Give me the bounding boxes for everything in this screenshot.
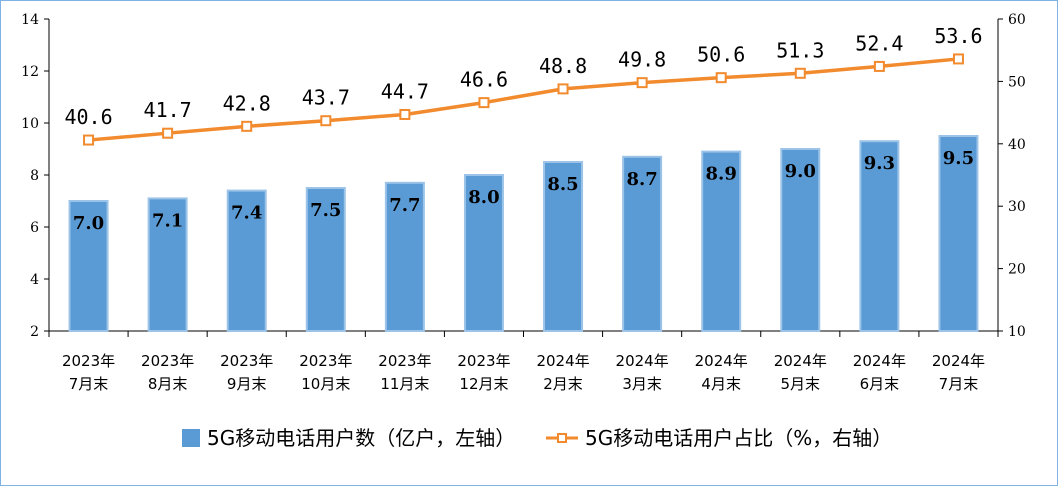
x-tick-label-month: 4月末: [701, 375, 741, 393]
line-point: [794, 67, 806, 79]
x-tick-label-year: 2024年: [853, 352, 906, 370]
line-data-label: 53.6: [934, 24, 982, 48]
line-series: [83, 53, 964, 146]
line-data-label: 41.7: [144, 98, 192, 122]
x-tick-label-month: 12月末: [459, 375, 508, 393]
line-point: [399, 108, 411, 120]
line-point: [873, 60, 885, 72]
bar-data-label: 8.7: [626, 169, 657, 190]
x-tick-label-year: 2023年: [220, 352, 273, 370]
line-point: [83, 134, 95, 146]
line-data-label: 48.8: [539, 54, 587, 78]
bar-data-label: 9.0: [785, 161, 816, 182]
line-point: [557, 83, 569, 95]
bar: [463, 174, 504, 332]
x-tick-label-year: 2024年: [695, 352, 748, 370]
bar: [305, 187, 346, 332]
line-path: [88, 57, 959, 142]
bar-data-label: 7.7: [389, 195, 420, 216]
data-labels: 7.0 7.1 7.4 7.5 7.7 8.0 8.5 8.7 8.9 9.0 9.3 9.5 40.6…: [64, 24, 982, 234]
left-tick-label: 2: [30, 324, 39, 340]
x-tick-label-year: 2024年: [616, 352, 669, 370]
bar: [859, 140, 900, 332]
x-tick-label-month: 5月末: [781, 375, 821, 393]
line-point: [952, 53, 964, 65]
right-tick-label: 60: [1008, 12, 1026, 28]
right-tick-label: 20: [1008, 262, 1026, 278]
right-tick-label: 50: [1008, 74, 1026, 90]
legend-line-marker: [557, 433, 567, 443]
bar: [622, 155, 663, 332]
line-data-label: 51.3: [776, 38, 824, 62]
x-tick-label-month: 6月末: [860, 375, 900, 393]
bar: [147, 197, 188, 332]
x-tick-label-year: 2024年: [536, 352, 589, 370]
right-tick-label: 10: [1008, 324, 1026, 340]
left-tick-label: 6: [30, 220, 39, 236]
left-tick-label: 8: [30, 168, 39, 184]
bar: [938, 135, 979, 332]
line-point: [320, 115, 332, 127]
right-tick-label: 30: [1008, 199, 1026, 215]
line-data-label: 52.4: [855, 31, 903, 55]
bar-data-label: 9.5: [943, 148, 974, 169]
line-point: [162, 127, 174, 139]
bar-data-label: 7.1: [152, 210, 183, 231]
line-point: [241, 120, 253, 132]
bar-series: [68, 135, 979, 332]
bar-data-label: 7.5: [310, 200, 341, 221]
x-tick-label-month: 8月末: [148, 375, 188, 393]
x-tick-label-year: 2024年: [774, 352, 827, 370]
x-tick-label-month: 10月末: [301, 375, 350, 393]
left-tick-label: 4: [30, 272, 39, 288]
axes: 2 4 6 8 10 12 14 10 20 30 40 50 60 2023年 7月末 2023年 8月末 20…: [21, 12, 1026, 393]
line-data-label: 49.8: [618, 48, 666, 72]
x-tick-label-year: 2023年: [378, 352, 431, 370]
x-tick-label-year: 2024年: [932, 352, 985, 370]
line-data-label: 44.7: [381, 79, 429, 103]
x-tick-label-year: 2023年: [457, 352, 510, 370]
x-tick-label-month: 11月末: [380, 375, 429, 393]
line-data-label: 43.7: [302, 86, 350, 110]
right-tick-label: 40: [1008, 137, 1026, 153]
bar-data-label: 8.9: [706, 164, 737, 185]
line-data-label: 46.6: [460, 68, 508, 92]
legend: 5G移动电话用户数（亿户，左轴） 5G移动电话用户占比（%，右轴）: [182, 426, 892, 450]
left-tick-label: 12: [21, 64, 39, 80]
legend-line-label: 5G移动电话用户占比（%，右轴）: [585, 426, 892, 450]
bar: [226, 189, 267, 332]
bar-data-label: 7.0: [73, 213, 104, 234]
bar: [780, 148, 821, 332]
left-tick-label: 14: [21, 12, 39, 28]
bar-data-label: 7.4: [231, 203, 262, 224]
bar: [384, 181, 425, 332]
x-tick-label-month: 9月末: [227, 375, 267, 393]
x-tick-label-month: 7月末: [939, 375, 979, 393]
bar: [543, 161, 584, 332]
x-tick-label-year: 2023年: [141, 352, 194, 370]
x-tick-label-month: 2月末: [543, 375, 583, 393]
legend-bar-swatch: [182, 429, 200, 447]
left-tick-label: 10: [21, 116, 39, 132]
line-data-label: 40.6: [64, 105, 112, 129]
line-point: [636, 77, 648, 89]
bar-data-label: 8.5: [547, 174, 578, 195]
bar-data-label: 8.0: [468, 187, 499, 208]
line-point: [478, 97, 490, 109]
x-tick-label-month: 3月末: [622, 375, 662, 393]
legend-bar-label: 5G移动电话用户数（亿户，左轴）: [207, 426, 515, 450]
line-data-label: 50.6: [697, 43, 745, 67]
x-tick-label-month: 7月末: [69, 375, 109, 393]
x-tick-label-year: 2023年: [299, 352, 352, 370]
bar: [68, 200, 109, 332]
line-point: [715, 72, 727, 84]
x-tick-label-year: 2023年: [62, 352, 115, 370]
bar-data-label: 9.3: [864, 153, 895, 174]
line-data-label: 42.8: [223, 91, 271, 115]
bar: [701, 150, 742, 332]
